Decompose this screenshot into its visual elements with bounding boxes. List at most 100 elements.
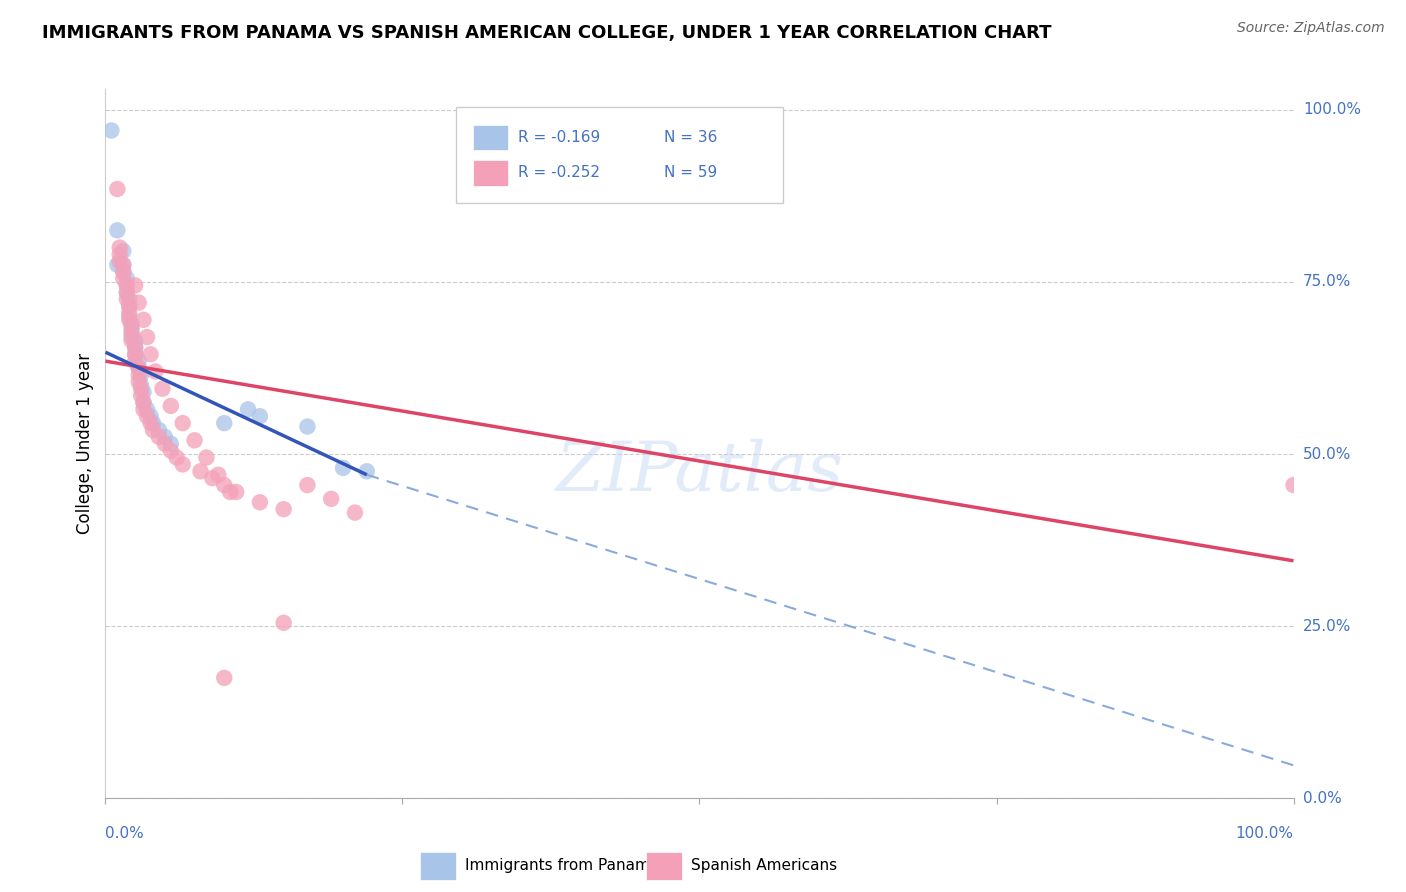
Point	[100, 123, 122, 137]
Point	[121, 316, 143, 330]
Point	[121, 334, 143, 348]
FancyBboxPatch shape	[420, 852, 456, 880]
Point	[115, 271, 138, 285]
Text: R = -0.169: R = -0.169	[517, 130, 600, 145]
Point	[128, 354, 150, 368]
Point	[112, 271, 135, 285]
Point	[201, 471, 224, 485]
FancyBboxPatch shape	[472, 160, 508, 186]
Point	[129, 378, 152, 392]
Point	[356, 464, 378, 478]
Point	[105, 258, 128, 272]
Point	[136, 409, 159, 424]
Point	[108, 241, 131, 255]
Point	[142, 423, 165, 437]
Point	[124, 340, 146, 354]
Text: Spanish Americans: Spanish Americans	[692, 858, 838, 873]
Point	[214, 416, 236, 430]
Point	[112, 265, 135, 279]
Text: R = -0.252: R = -0.252	[517, 165, 600, 180]
Point	[118, 292, 141, 306]
Point	[115, 278, 138, 293]
Point	[132, 313, 155, 327]
Text: Source: ZipAtlas.com: Source: ZipAtlas.com	[1237, 21, 1385, 35]
Point	[183, 434, 205, 448]
Point	[128, 368, 150, 382]
Point	[118, 310, 141, 324]
Text: N = 59: N = 59	[664, 165, 717, 180]
Text: 100.0%: 100.0%	[1236, 826, 1294, 841]
Point	[249, 495, 271, 509]
Point	[112, 265, 135, 279]
Point	[105, 223, 128, 237]
Point	[172, 458, 194, 472]
Point	[297, 478, 319, 492]
Point	[112, 244, 135, 258]
Point	[115, 278, 138, 293]
Point	[190, 464, 212, 478]
Point	[121, 319, 143, 334]
Point	[112, 258, 135, 272]
Point	[143, 364, 166, 378]
Point	[159, 399, 181, 413]
Point	[148, 430, 170, 444]
FancyBboxPatch shape	[456, 107, 783, 202]
Text: 25.0%: 25.0%	[1303, 619, 1351, 633]
Point	[139, 416, 162, 430]
Text: Immigrants from Panama: Immigrants from Panama	[465, 858, 659, 873]
FancyBboxPatch shape	[645, 852, 682, 880]
Text: N = 36: N = 36	[664, 130, 717, 145]
Point	[121, 330, 143, 344]
Point	[128, 375, 150, 389]
Point	[115, 292, 138, 306]
Y-axis label: College, Under 1 year: College, Under 1 year	[76, 353, 94, 534]
Point	[195, 450, 218, 465]
Point	[159, 436, 181, 450]
Point	[121, 323, 143, 337]
Point	[166, 450, 188, 465]
Text: 100.0%: 100.0%	[1303, 103, 1361, 118]
Text: IMMIGRANTS FROM PANAMA VS SPANISH AMERICAN COLLEGE, UNDER 1 YEAR CORRELATION CHA: IMMIGRANTS FROM PANAMA VS SPANISH AMERIC…	[42, 24, 1052, 42]
Point	[124, 347, 146, 361]
Point	[332, 461, 354, 475]
Point	[153, 430, 176, 444]
Point	[118, 313, 141, 327]
Text: 0.0%: 0.0%	[1303, 791, 1341, 805]
FancyBboxPatch shape	[472, 125, 508, 150]
Point	[153, 436, 176, 450]
Point	[297, 419, 319, 434]
Point	[343, 506, 366, 520]
Point	[219, 485, 242, 500]
Point	[273, 615, 295, 630]
Point	[108, 247, 131, 261]
Point	[124, 354, 146, 368]
Point	[132, 395, 155, 409]
Point	[132, 402, 155, 417]
Text: 75.0%: 75.0%	[1303, 275, 1351, 290]
Point	[152, 382, 174, 396]
Point	[249, 409, 271, 424]
Point	[124, 340, 146, 354]
Point	[132, 385, 155, 400]
Point	[148, 423, 170, 437]
Point	[225, 485, 247, 500]
Point	[124, 347, 146, 361]
Point	[132, 395, 155, 409]
Point	[118, 306, 141, 320]
Point	[124, 334, 146, 348]
Point	[128, 295, 150, 310]
Point	[128, 361, 150, 376]
Point	[129, 382, 152, 396]
Point	[236, 402, 259, 417]
Point	[136, 402, 159, 417]
Text: 0.0%: 0.0%	[105, 826, 145, 841]
Point	[214, 478, 236, 492]
Point	[129, 388, 152, 402]
Point	[159, 443, 181, 458]
Point	[105, 182, 128, 196]
Point	[112, 258, 135, 272]
Point	[142, 416, 165, 430]
Point	[321, 491, 343, 506]
Point	[139, 409, 162, 424]
Point	[121, 326, 143, 341]
